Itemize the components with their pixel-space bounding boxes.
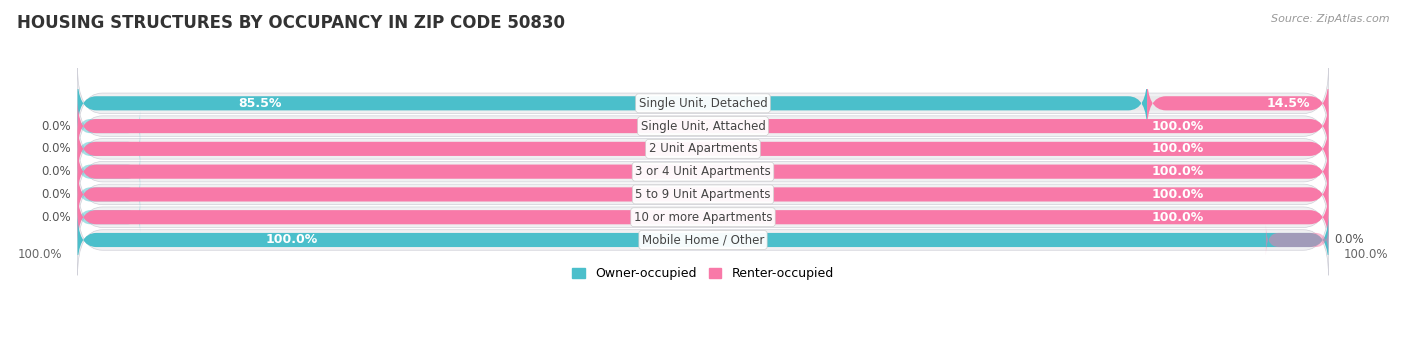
FancyBboxPatch shape: [77, 205, 1329, 275]
FancyBboxPatch shape: [77, 99, 1329, 153]
Text: Single Unit, Attached: Single Unit, Attached: [641, 120, 765, 133]
FancyBboxPatch shape: [77, 114, 1329, 184]
Text: 85.5%: 85.5%: [238, 97, 281, 110]
FancyBboxPatch shape: [77, 179, 141, 210]
FancyBboxPatch shape: [77, 136, 1329, 207]
FancyBboxPatch shape: [77, 76, 1147, 130]
Text: 3 or 4 Unit Apartments: 3 or 4 Unit Apartments: [636, 165, 770, 178]
Text: Source: ZipAtlas.com: Source: ZipAtlas.com: [1271, 14, 1389, 24]
Text: 0.0%: 0.0%: [1334, 234, 1364, 247]
Text: 0.0%: 0.0%: [42, 188, 72, 201]
FancyBboxPatch shape: [77, 156, 141, 187]
Text: 100.0%: 100.0%: [17, 248, 62, 261]
FancyBboxPatch shape: [77, 190, 1329, 244]
FancyBboxPatch shape: [77, 145, 1329, 199]
Text: 100.0%: 100.0%: [1152, 142, 1204, 155]
FancyBboxPatch shape: [77, 122, 1329, 176]
Text: 0.0%: 0.0%: [42, 120, 72, 133]
Text: 2 Unit Apartments: 2 Unit Apartments: [648, 142, 758, 155]
Text: 100.0%: 100.0%: [1152, 165, 1204, 178]
FancyBboxPatch shape: [77, 122, 1329, 176]
FancyBboxPatch shape: [77, 190, 1329, 244]
FancyBboxPatch shape: [77, 133, 141, 165]
FancyBboxPatch shape: [77, 167, 1329, 222]
Text: Mobile Home / Other: Mobile Home / Other: [641, 234, 765, 247]
FancyBboxPatch shape: [77, 213, 1329, 267]
Text: 100.0%: 100.0%: [1152, 188, 1204, 201]
FancyBboxPatch shape: [77, 76, 1329, 130]
Text: 100.0%: 100.0%: [266, 234, 318, 247]
Text: HOUSING STRUCTURES BY OCCUPANCY IN ZIP CODE 50830: HOUSING STRUCTURES BY OCCUPANCY IN ZIP C…: [17, 14, 565, 32]
Text: 5 to 9 Unit Apartments: 5 to 9 Unit Apartments: [636, 188, 770, 201]
FancyBboxPatch shape: [77, 110, 141, 142]
Text: 0.0%: 0.0%: [42, 211, 72, 224]
Text: 100.0%: 100.0%: [1344, 248, 1389, 261]
FancyBboxPatch shape: [77, 99, 1329, 153]
FancyBboxPatch shape: [77, 201, 141, 233]
FancyBboxPatch shape: [1147, 76, 1329, 130]
FancyBboxPatch shape: [77, 91, 1329, 161]
FancyBboxPatch shape: [1265, 224, 1329, 256]
FancyBboxPatch shape: [77, 145, 1329, 199]
FancyBboxPatch shape: [77, 68, 1329, 139]
FancyBboxPatch shape: [77, 213, 1329, 267]
FancyBboxPatch shape: [77, 167, 1329, 222]
Text: 0.0%: 0.0%: [42, 165, 72, 178]
FancyBboxPatch shape: [77, 159, 1329, 230]
Text: 14.5%: 14.5%: [1267, 97, 1310, 110]
Text: 0.0%: 0.0%: [42, 142, 72, 155]
Text: 10 or more Apartments: 10 or more Apartments: [634, 211, 772, 224]
Text: 100.0%: 100.0%: [1152, 120, 1204, 133]
FancyBboxPatch shape: [77, 182, 1329, 252]
Text: 100.0%: 100.0%: [1152, 211, 1204, 224]
Legend: Owner-occupied, Renter-occupied: Owner-occupied, Renter-occupied: [568, 262, 838, 285]
Text: Single Unit, Detached: Single Unit, Detached: [638, 97, 768, 110]
